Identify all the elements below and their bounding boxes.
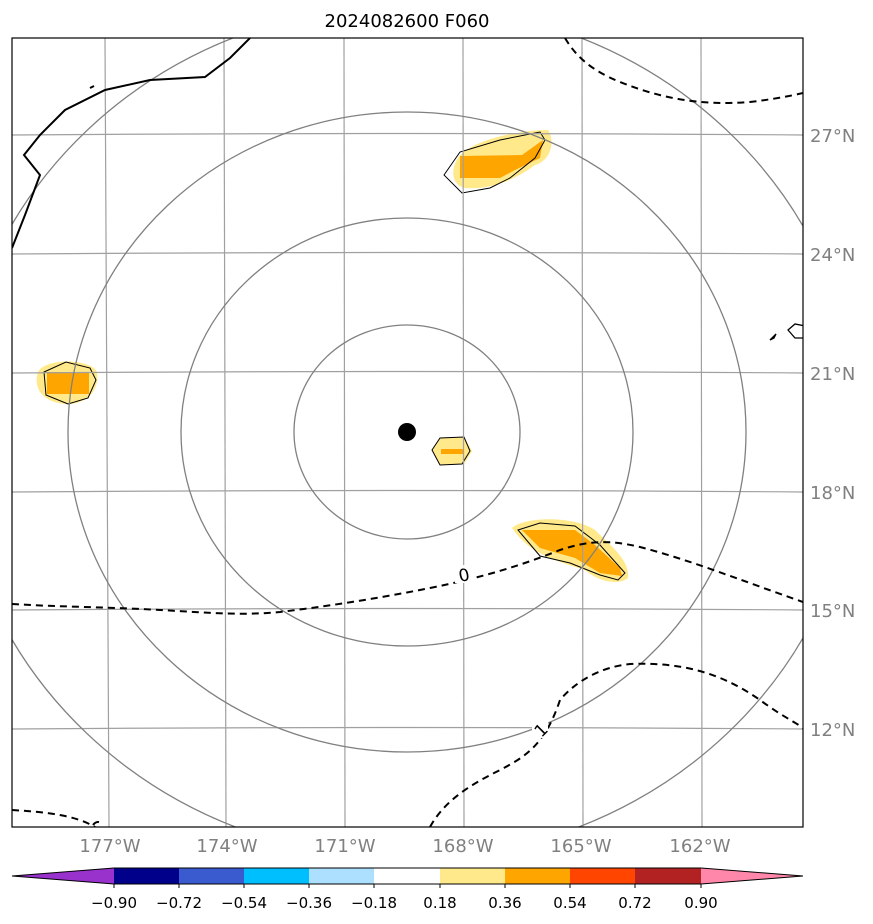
- colorbar-segment: [505, 868, 570, 884]
- filled-region-southeast: [512, 519, 629, 582]
- lon-label-162: 162°W: [669, 836, 730, 857]
- colorbar: [11, 867, 804, 888]
- lon-label-171: 171°W: [314, 836, 375, 857]
- colorbar-labels: −0.90 −0.72 −0.54 −0.36 −0.18 0.18 0.36 …: [91, 894, 718, 912]
- colorbar-tick-label: −0.18: [351, 894, 397, 912]
- colorbar-tick-label: 0.18: [423, 894, 456, 912]
- colorbar-segment: [635, 868, 701, 884]
- colorbar-segment: [244, 868, 309, 884]
- colorbar-segment: [374, 868, 440, 884]
- contour-labels: 0 1: [455, 565, 553, 742]
- lon-labels: 177°W 174°W 171°W 168°W 165°W 162°W: [79, 836, 730, 857]
- colorbar-tick-label: −0.36: [286, 894, 332, 912]
- colorbar-segment: [179, 868, 244, 884]
- colorbar-tick-label: 0.54: [553, 894, 586, 912]
- lat-label-24: 24°N: [810, 245, 855, 266]
- lon-label-177: 177°W: [79, 836, 140, 857]
- range-rings: [12, 38, 803, 827]
- coastline: [12, 38, 803, 341]
- map-area: 0 1: [12, 38, 803, 827]
- storm-center-marker: [398, 423, 416, 441]
- colorbar-tick-label: −0.54: [221, 894, 267, 912]
- dashed-contours: [12, 38, 803, 827]
- lon-label-168: 168°W: [432, 836, 493, 857]
- lon-label-174: 174°W: [196, 836, 257, 857]
- colorbar-tick-label: −0.72: [156, 894, 202, 912]
- colorbar-segment: [440, 868, 505, 884]
- filled-region-center: [431, 436, 472, 466]
- colorbar-tick-label: 0.90: [684, 894, 717, 912]
- map-frame: [11, 37, 804, 828]
- colorbar-extend-max: [701, 868, 803, 884]
- lon-label-165: 165°W: [550, 836, 611, 857]
- colorbar-extend-min: [12, 868, 114, 884]
- chart-title: 2024082600 F060: [325, 11, 490, 32]
- colorbar-tick-label: −0.90: [91, 894, 137, 912]
- lat-labels: 27°N 24°N 21°N 18°N 15°N 12°N: [810, 126, 855, 741]
- filled-region-west: [36, 361, 98, 405]
- colorbar-tick-label: 0.72: [618, 894, 651, 912]
- filled-region-north: [443, 130, 552, 194]
- lat-label-21: 21°N: [810, 364, 855, 385]
- lat-label-18: 18°N: [810, 483, 855, 504]
- lat-label-27: 27°N: [810, 126, 855, 147]
- colorbar-segment: [309, 868, 374, 884]
- lat-label-12: 12°N: [810, 720, 855, 741]
- colorbar-tick-label: 0.36: [488, 894, 521, 912]
- colorbar-segment: [570, 868, 635, 884]
- colorbar-segment: [114, 868, 179, 884]
- lat-label-15: 15°N: [810, 601, 855, 622]
- contour-label-0: 0: [457, 565, 472, 587]
